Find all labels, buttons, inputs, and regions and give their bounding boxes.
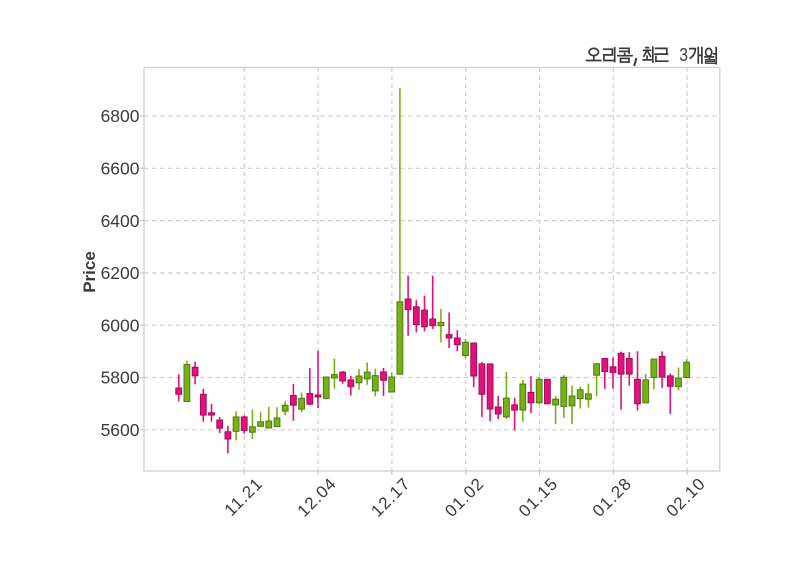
svg-text:01.15: 01.15 xyxy=(515,474,562,521)
svg-text:5800: 5800 xyxy=(101,368,140,388)
svg-text:3: 3 xyxy=(679,44,688,66)
svg-text:6800: 6800 xyxy=(101,106,140,126)
svg-text:02.10: 02.10 xyxy=(663,474,710,521)
svg-text:Price: Price xyxy=(80,251,99,293)
svg-text:12.04: 12.04 xyxy=(294,474,341,521)
svg-text:6200: 6200 xyxy=(101,263,140,283)
svg-text:01.02: 01.02 xyxy=(441,474,488,521)
svg-text:01.28: 01.28 xyxy=(589,474,636,521)
svg-text:11.21: 11.21 xyxy=(221,474,267,520)
svg-text:6600: 6600 xyxy=(101,159,140,179)
svg-text:6000: 6000 xyxy=(101,315,140,335)
svg-text:12.17: 12.17 xyxy=(367,474,414,521)
svg-text:6400: 6400 xyxy=(101,211,140,231)
svg-text:5600: 5600 xyxy=(101,420,140,440)
